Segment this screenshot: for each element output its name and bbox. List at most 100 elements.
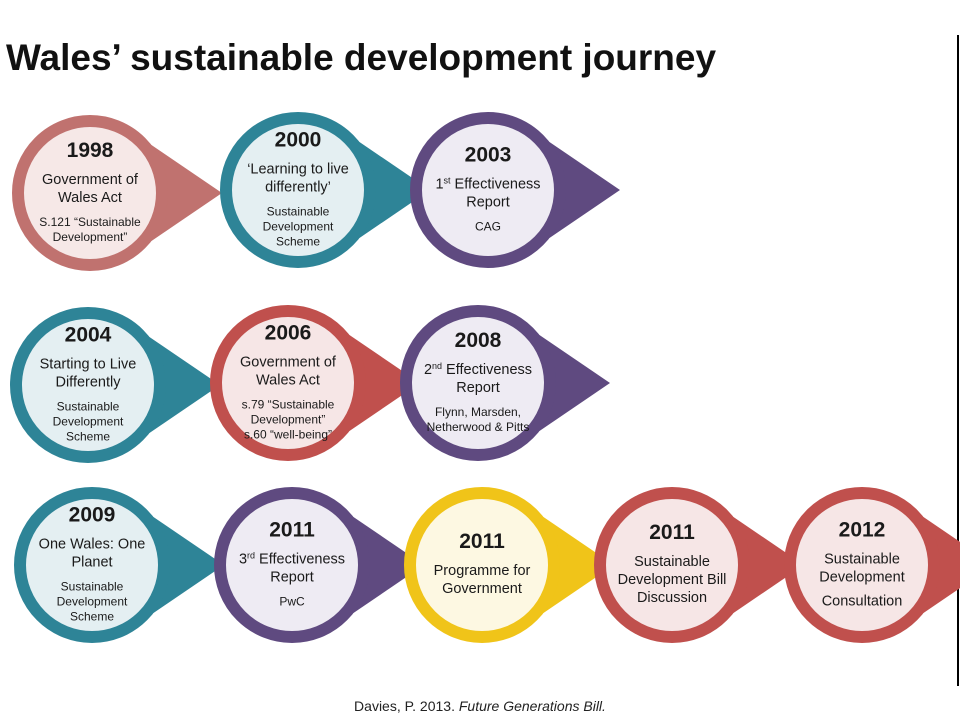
milestone-detail: Development [53,415,124,429]
milestone: 2009 One Wales: One Planet SustainableDevel… [14,487,224,643]
milestone-circle [214,487,370,643]
pointer [539,334,610,432]
milestone-detail: s.60 “well-being” [244,428,332,442]
milestone-detail: Consultation [822,594,903,610]
citation-work: Future Generations Bill. [459,698,606,714]
milestone-detail: s.79 “Sustainable [242,398,335,412]
milestone-title: Sustainable [824,552,900,568]
milestone-detail: Development [263,220,334,234]
milestone-detail: PwC [279,595,305,609]
milestone-year: 2009 [69,504,116,527]
milestone-year: 2012 [839,519,886,542]
milestone-year: 2000 [275,129,322,152]
milestone: 1998 Government of Wales Act S.121 “Sustain… [12,115,222,271]
milestone-detail: Scheme [70,610,114,624]
milestone-title: Government of [42,172,139,188]
milestone: 2003 1st Effectiveness Report CAG [410,112,620,268]
milestone-year: 2008 [455,329,502,352]
milestone-title: 3rd Effectiveness [239,551,345,568]
milestone-circle [410,112,566,268]
milestone-detail: Development” [251,413,326,427]
milestone-title: Programme for [434,563,531,579]
milestone-circle [14,487,170,643]
citation: Davies, P. 2013. Future Generations Bill… [354,698,606,714]
pointer [549,141,620,239]
milestone-detail: Sustainable [267,205,330,219]
title-rest: Effectiveness [255,552,345,568]
milestone-circle [404,487,560,643]
milestone-title: Government [442,581,522,597]
milestone-title: Report [456,380,500,396]
milestone-title: Report [270,570,314,586]
pointer [543,516,614,614]
milestone-year: 2004 [65,324,112,347]
milestone-title: differently’ [265,180,331,196]
title-rest: Effectiveness [451,177,541,193]
milestone-year: 1998 [67,139,114,162]
milestone-detail: S.121 “Sustainable [39,215,141,229]
milestone-year: 2011 [269,519,315,542]
milestone-circle [400,305,556,461]
milestone-year: 2011 [649,521,695,544]
milestone-circle [10,307,166,463]
milestone: 2011 Sustainable Development Bill Discussio… [594,487,804,643]
milestone-detail: Sustainable [61,580,124,594]
milestone: 2006 Government of Wales Act s.79 “Sustaina… [210,305,420,461]
milestone-title: Government of [240,355,337,371]
pointer [353,516,424,614]
milestone: 2011 Programme for Government [404,487,614,643]
milestone-circle [210,305,366,461]
ordinal-suffix: st [444,176,452,186]
milestone-circle [220,112,376,268]
milestone-detail: Scheme [276,235,320,249]
citation-author: Davies, P. 2013. [354,698,455,714]
milestone-circle [594,487,750,643]
pointer [151,144,222,242]
milestone-circle [12,115,168,271]
pointer [153,516,224,614]
milestone-title: Differently [55,375,121,391]
milestone-detail: CAG [475,220,501,234]
slide-title: Wales’ sustainable development journey [6,37,716,78]
milestone-year: 2011 [459,530,505,553]
milestone-title: Discussion [637,590,707,606]
milestone-detail: Sustainable [57,400,120,414]
milestone-title: Planet [71,555,112,571]
milestone-title: Wales Act [256,373,320,389]
milestone: 2004 Starting to Live Differently Sustainab… [10,307,220,463]
milestone-title: Development Bill [618,572,727,588]
milestone-title: ‘Learning to live [247,162,349,178]
milestone: 2000 ‘Learning to live differently’ Sustain… [220,112,430,268]
ordinal: 3 [239,552,247,568]
milestone-circle [784,487,940,643]
milestone: 2008 2nd Effectiveness Report Flynn, Marsde… [400,305,610,461]
ordinal-suffix: nd [432,361,442,371]
milestone-title: 1st Effectiveness [435,176,540,193]
milestone-detail: Flynn, Marsden, [435,405,521,419]
milestone-year: 2006 [265,322,312,345]
pointer [359,141,430,239]
milestone-title: Wales Act [58,190,122,206]
timeline: 1998 Government of Wales Act S.121 “Sustain… [10,112,960,643]
pointer [349,334,420,432]
milestone: 2011 3rd Effectiveness Report PwC [214,487,424,643]
ordinal-suffix: rd [247,551,255,561]
milestone-detail: Development” [53,230,128,244]
milestone-detail: Netherwood & Pitts [427,420,530,434]
milestone-title: Report [466,195,510,211]
pointer [733,516,804,614]
ordinal: 2 [424,362,432,378]
milestone-year: 2003 [465,144,512,167]
pointer [149,336,220,434]
milestone-title: Sustainable [634,554,710,570]
ordinal: 1 [435,177,443,193]
milestone-detail: Development [57,595,128,609]
milestone-title: 2nd Effectiveness [424,361,532,378]
milestone: 2012 Sustainable Development Consultation [784,487,960,643]
milestone-title: Starting to Live [40,357,137,373]
milestone-title: Development [819,570,904,586]
title-rest: Effectiveness [442,362,532,378]
milestone-title: One Wales: One [39,537,146,553]
milestone-detail: Scheme [66,430,110,444]
